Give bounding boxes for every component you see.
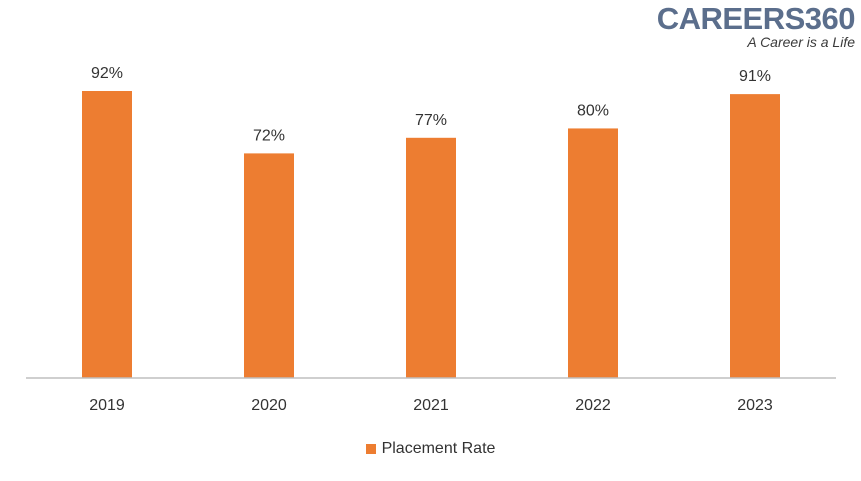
bar-2022 (568, 128, 618, 378)
x-tick-label-2021: 2021 (413, 397, 449, 414)
data-label-2021: 77% (415, 112, 447, 129)
data-label-2019: 92% (91, 65, 123, 82)
logo-tagline: A Career is a Life (747, 34, 855, 50)
careers360-logo: CAREERS360 A Career is a Life (656, 1, 856, 51)
data-label-2022: 80% (577, 102, 609, 119)
data-label-2023: 91% (739, 68, 771, 85)
logo-wordmark: CAREERS360 (656, 1, 856, 36)
data-label-2020: 72% (253, 127, 285, 144)
x-tick-label-2022: 2022 (575, 397, 611, 414)
x-tick-label-2020: 2020 (251, 397, 287, 414)
legend-swatch-placement-rate (365, 444, 376, 454)
chart-legend: Placement Rate (0, 440, 861, 458)
bar-2021 (406, 137, 456, 378)
x-tick-label-2023: 2023 (737, 397, 773, 414)
legend-label-placement-rate: Placement Rate (381, 440, 496, 457)
bar-2020 (244, 153, 294, 378)
bar-2019 (82, 91, 132, 378)
bar-2023 (730, 94, 780, 378)
x-tick-label-2019: 2019 (89, 397, 125, 414)
